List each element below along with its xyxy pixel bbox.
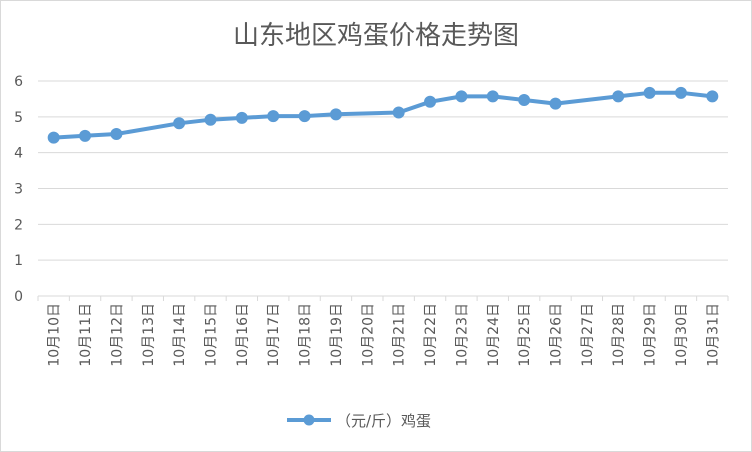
y-tick-label: 1 — [14, 253, 23, 269]
x-tick-label: 10月20日 — [360, 303, 376, 367]
x-tick-label: 10月16日 — [235, 303, 251, 367]
x-tick-label: 10月12日 — [109, 303, 125, 367]
x-tick-label: 10月30日 — [674, 303, 690, 367]
y-tick-label: 4 — [14, 146, 23, 162]
data-point — [643, 86, 656, 99]
x-tick-label: 10月25日 — [517, 303, 533, 367]
data-point — [235, 111, 248, 124]
x-axis: 10月10日 10月11日 10月12日 10月13日 10月14日 10月15日 10月1… — [37, 296, 729, 367]
x-tick-label: 10月28日 — [611, 303, 627, 367]
y-tick-label: 3 — [14, 182, 23, 198]
x-tick-label: 10月21日 — [392, 303, 408, 367]
x-tick-label: 10月31日 — [705, 303, 721, 367]
x-tick-label: 10月13日 — [141, 303, 157, 367]
y-tick-label: 6 — [14, 74, 23, 90]
x-tick-label: 10月10日 — [47, 303, 63, 367]
y-tick-label: 2 — [14, 217, 23, 233]
chart-title: 山东地区鸡蛋价格走势图 — [233, 21, 519, 51]
legend: （元/斤）鸡蛋 — [287, 412, 431, 430]
legend-marker — [303, 414, 315, 426]
data-point — [267, 110, 280, 123]
y-axis-ticks: 0 1 2 3 4 5 6 — [14, 74, 23, 305]
data-point — [329, 108, 342, 121]
x-tick-label: 10月27日 — [580, 303, 596, 367]
data-point — [424, 95, 437, 108]
series-layer — [47, 86, 719, 144]
grid-lines — [38, 80, 728, 297]
x-tick-label: 10月24日 — [486, 303, 502, 367]
data-point — [612, 90, 625, 103]
x-tick-label: 10月19日 — [329, 303, 345, 367]
x-tick-label: 10月11日 — [78, 303, 94, 367]
data-point — [455, 90, 468, 103]
data-point — [47, 131, 60, 144]
data-point — [392, 106, 405, 119]
data-point — [298, 110, 311, 123]
data-point — [204, 113, 217, 126]
x-tick-label: 10月29日 — [643, 303, 659, 367]
x-tick-label: 10月15日 — [204, 303, 220, 367]
data-point — [486, 90, 499, 103]
data-point — [549, 97, 562, 110]
x-tick-label: 10月17日 — [266, 303, 282, 367]
y-tick-label: 5 — [14, 110, 23, 126]
legend-label: （元/斤）鸡蛋 — [336, 412, 431, 430]
y-tick-label: 0 — [14, 289, 23, 305]
x-tick-label: 10月26日 — [549, 303, 565, 367]
x-tick-label: 10月14日 — [172, 303, 188, 367]
data-point — [173, 117, 186, 130]
x-tick-label: 10月18日 — [298, 303, 314, 367]
data-point — [110, 128, 123, 141]
x-tick-label: 10月23日 — [454, 303, 470, 367]
x-tick-label: 10月22日 — [423, 303, 439, 367]
data-point — [674, 86, 687, 99]
data-point — [79, 129, 92, 142]
data-point — [518, 93, 531, 106]
data-point — [706, 90, 719, 103]
